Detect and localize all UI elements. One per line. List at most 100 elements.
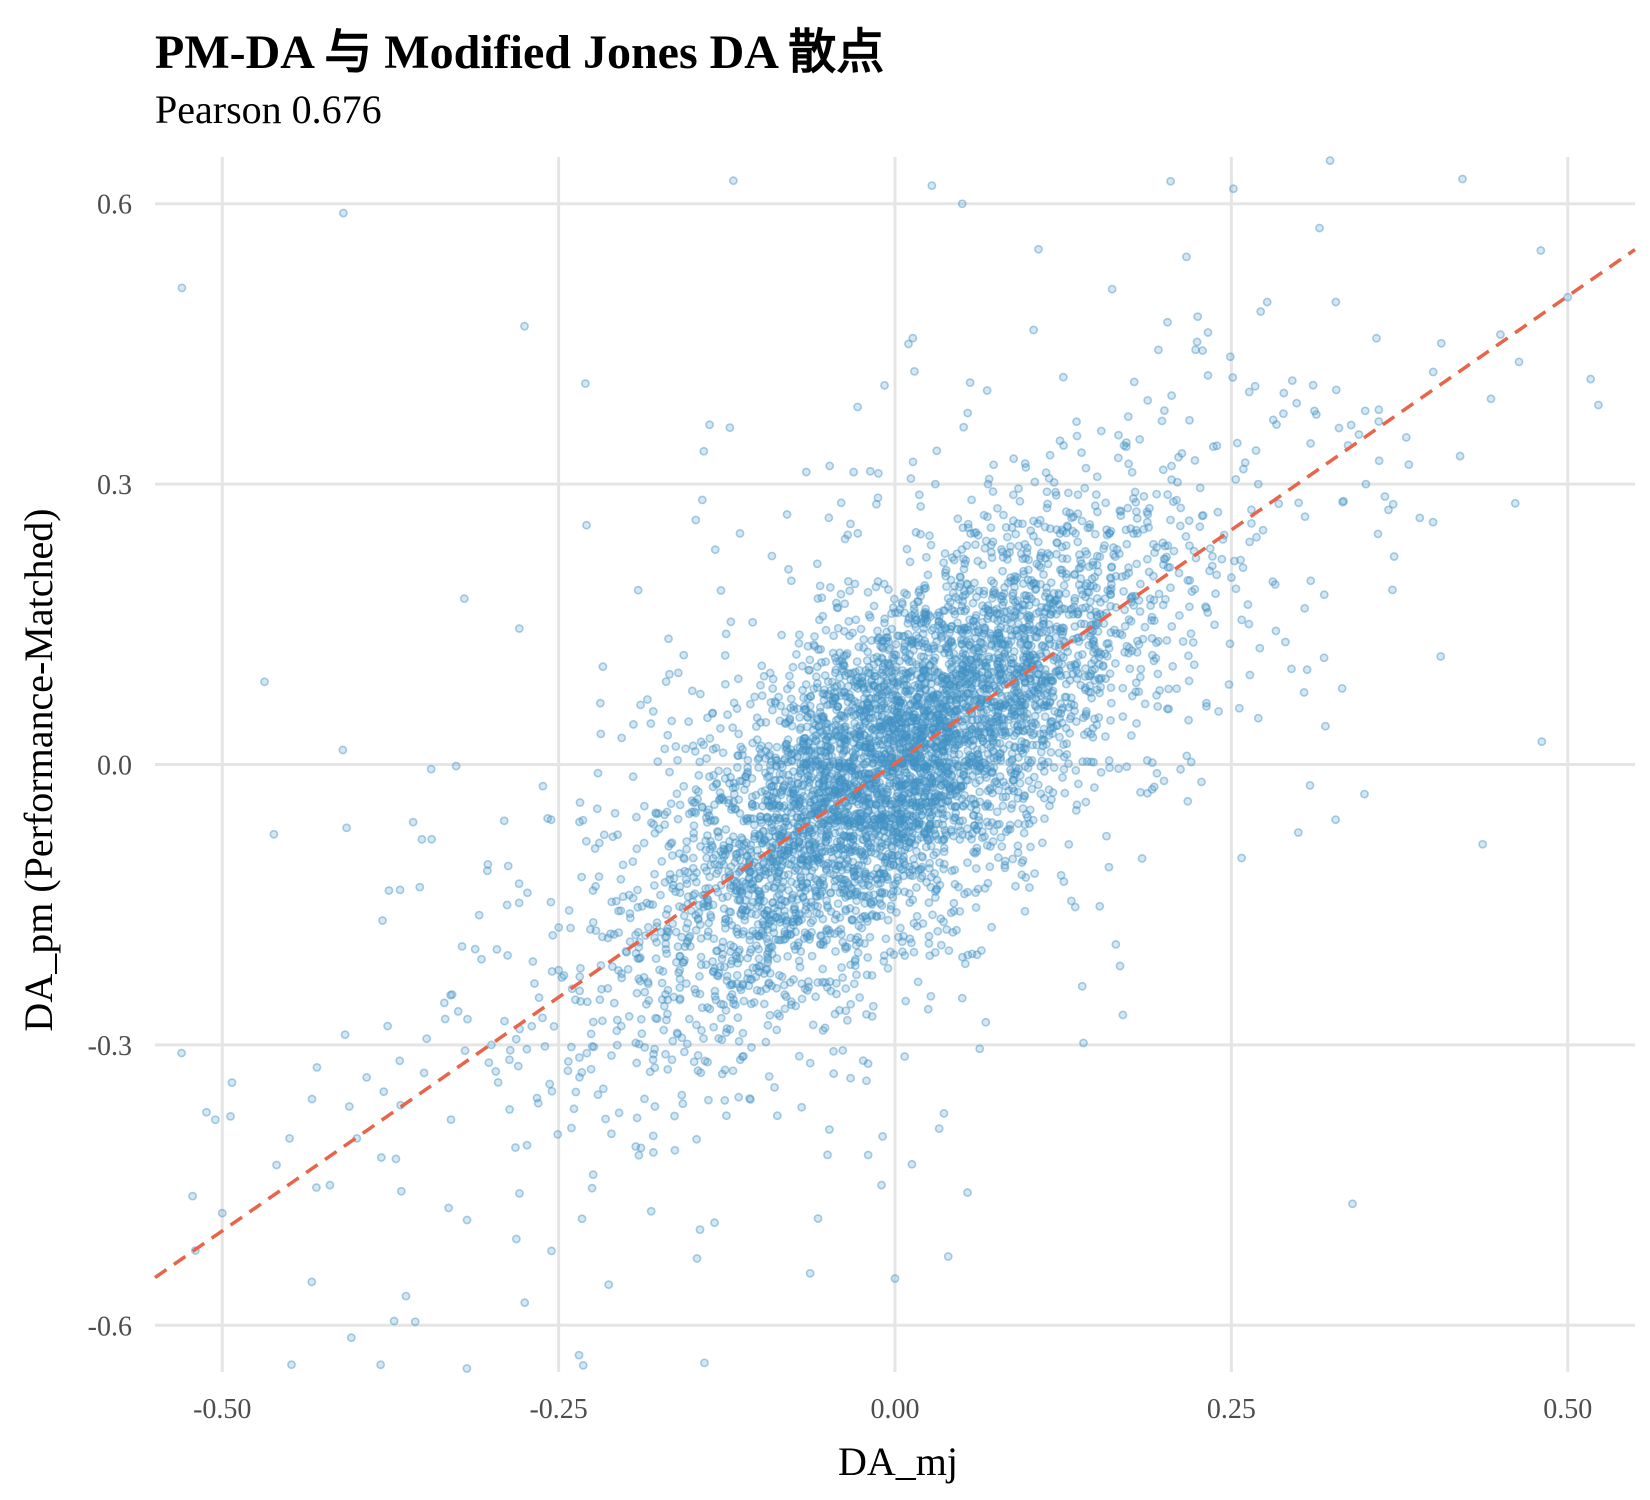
scatter-point — [717, 954, 727, 964]
scatter-point — [941, 728, 951, 738]
scatter-point — [910, 839, 920, 849]
scatter-point — [809, 862, 819, 872]
scatter-point — [575, 972, 585, 982]
scatter-point — [797, 853, 806, 863]
scatter-point — [821, 786, 831, 796]
scatter-point — [949, 606, 959, 616]
scatter-point — [825, 583, 835, 592]
scatter-point — [540, 1041, 550, 1051]
scatter-point — [1045, 450, 1055, 460]
scatter-point — [845, 586, 855, 596]
scatter-point — [1066, 711, 1076, 721]
scatter-point — [631, 1038, 641, 1048]
scatter-point — [772, 1111, 782, 1121]
scatter-point — [636, 1014, 646, 1024]
scatter-point — [1086, 729, 1096, 739]
scatter-point — [902, 752, 912, 762]
scatter-point — [768, 674, 778, 684]
scatter-point — [285, 1133, 294, 1143]
scatter-point — [722, 767, 732, 776]
scatter-point — [1056, 651, 1066, 661]
scatter-point — [985, 754, 995, 764]
scatter-point — [1012, 625, 1022, 635]
scatter-point — [1044, 785, 1054, 795]
scatter-point — [1247, 518, 1256, 528]
scatter-point — [780, 906, 789, 916]
scatter-point — [1060, 788, 1070, 798]
scatter-point — [1132, 514, 1142, 523]
scatter-point — [656, 890, 665, 900]
scatter-point — [993, 616, 1002, 626]
scatter-point — [815, 877, 825, 887]
scatter-point — [917, 638, 927, 648]
scatter-point — [939, 834, 949, 844]
scatter-point — [1106, 584, 1116, 594]
scatter-point — [885, 716, 895, 726]
scatter-point — [655, 965, 664, 975]
scatter-point — [1012, 767, 1022, 776]
scatter-point — [1143, 395, 1153, 405]
scatter-point — [1236, 555, 1245, 565]
scatter-point — [780, 741, 790, 751]
scatter-point — [740, 785, 749, 795]
scatter-point — [1077, 516, 1087, 526]
scatter-point — [856, 763, 865, 772]
scatter-point — [1031, 702, 1041, 711]
scatter-point — [850, 890, 860, 900]
scatter-point — [783, 770, 793, 780]
scatter-point — [463, 1014, 472, 1024]
scatter-point — [1057, 525, 1067, 535]
scatter-point — [1311, 410, 1321, 419]
scatter-point — [838, 1046, 848, 1055]
scatter-point — [760, 909, 769, 919]
scatter-point — [1043, 757, 1053, 767]
scatter-point — [905, 934, 915, 944]
scatter-point — [929, 741, 939, 751]
scatter-point — [1163, 490, 1173, 499]
scatter-point — [597, 1016, 607, 1026]
scatter-point — [832, 783, 841, 792]
scatter-point — [942, 704, 952, 714]
scatter-point — [962, 714, 972, 724]
scatter-point — [586, 1064, 596, 1074]
scatter-point — [1232, 438, 1242, 448]
scatter-point — [932, 875, 942, 885]
scatter-point — [908, 709, 918, 719]
scatter-point — [307, 1277, 317, 1287]
scatter-point — [789, 917, 799, 927]
scatter-point — [1142, 554, 1152, 564]
scatter-point — [995, 668, 1005, 678]
scatter-point — [1109, 550, 1118, 560]
scatter-point — [851, 703, 860, 713]
scatter-point — [1042, 487, 1052, 497]
scatter-point — [593, 1090, 603, 1099]
scatter-point — [614, 928, 624, 938]
scatter-point — [833, 603, 843, 613]
scatter-point — [811, 734, 821, 744]
scatter-point — [728, 783, 738, 793]
scatter-point — [564, 906, 574, 915]
scatter-point — [823, 834, 833, 844]
scatter-point — [1072, 800, 1082, 810]
scatter-point — [821, 861, 831, 871]
scatter-point — [1040, 642, 1050, 652]
scatter-point — [1132, 559, 1142, 569]
scatter-point — [720, 923, 730, 933]
scatter-point — [932, 446, 942, 456]
scatter-point — [1040, 592, 1050, 601]
scatter-point — [721, 1006, 731, 1015]
scatter-point — [668, 1036, 678, 1046]
scatter-point — [1428, 367, 1438, 377]
scatter-point — [904, 827, 914, 836]
scatter-point — [865, 932, 875, 942]
scatter-point — [971, 728, 981, 738]
scatter-point — [1106, 698, 1116, 708]
scatter-point — [801, 766, 811, 776]
scatter-point — [796, 872, 806, 882]
scatter-point — [1217, 554, 1227, 564]
scatter-point — [928, 910, 937, 920]
scatter-point — [761, 911, 771, 920]
scatter-point — [1211, 589, 1220, 599]
scatter-point — [971, 903, 981, 912]
scatter-point — [900, 951, 910, 960]
